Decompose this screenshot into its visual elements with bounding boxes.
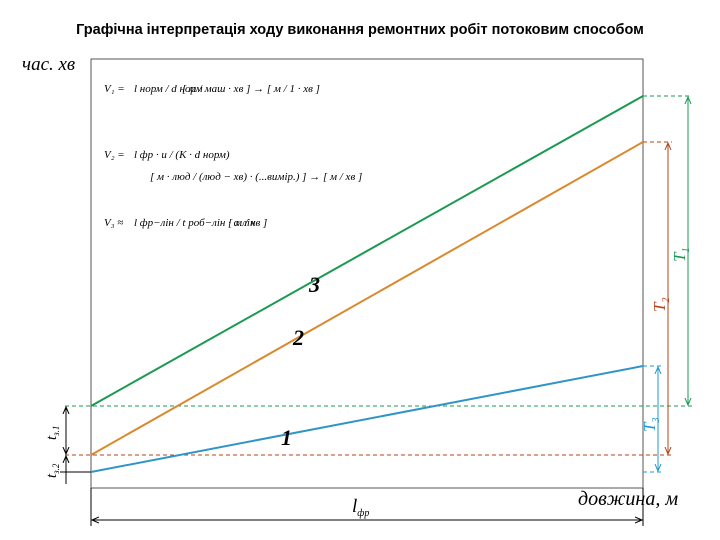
dim-sub: 3 xyxy=(651,418,662,424)
formula-lhs: V₂ = xyxy=(104,149,125,161)
dimension-label: T3 xyxy=(640,418,662,432)
line-label: 1 xyxy=(281,425,292,450)
dim-sub: з.1 xyxy=(51,426,61,437)
dim-main: t xyxy=(44,435,60,440)
formula-lhs: V₃ ≈ xyxy=(104,217,123,229)
dim-sub: фр xyxy=(357,508,369,519)
dim-sub: 1 xyxy=(681,248,692,253)
dimension-label: T1 xyxy=(670,248,692,262)
line-3 xyxy=(90,95,644,407)
dim-sub: 2 xyxy=(661,298,672,303)
plot-frame xyxy=(90,58,644,489)
title: Графічна інтерпретація ходу виконання ре… xyxy=(76,22,644,38)
line-label: 3 xyxy=(308,272,320,297)
formulas: V₁ = l норм / d норм [ м / маш · хв ] → … xyxy=(104,83,362,229)
formula-expr: l норм / d норм xyxy=(134,83,202,95)
dim-main: t xyxy=(44,473,60,478)
dim-main: T xyxy=(650,301,669,312)
dimension-label: tз.1 xyxy=(44,426,61,440)
formula-units: [ м / маш · хв ] → [ м / 1 · хв ] xyxy=(182,83,320,95)
line-2 xyxy=(90,141,644,456)
formula-units: [ м / хв ] xyxy=(228,217,267,229)
dim-main: l xyxy=(352,496,357,517)
formula-expr: l фр · и / (K · d норм) xyxy=(134,149,230,161)
y-axis-label: час. хв xyxy=(22,54,75,75)
dim-sub: з.2 xyxy=(51,463,61,475)
line-1 xyxy=(90,365,644,473)
dimension-label: T2 xyxy=(650,298,672,312)
dimension-label: tз.2 xyxy=(44,463,61,478)
formula-expr: l фр−лін / t роб−лін · α лін xyxy=(134,217,256,229)
dimension-label: lфр xyxy=(352,496,369,519)
dim-main: T xyxy=(640,421,659,432)
dim-main: T xyxy=(670,251,689,262)
x-axis-label: довжина, м xyxy=(578,488,678,510)
formula-units: [ м · люд / (люд − хв) · (...вимір.) ] →… xyxy=(150,171,362,183)
formula-lhs: V₁ = xyxy=(104,83,125,95)
line-label: 2 xyxy=(292,325,304,350)
